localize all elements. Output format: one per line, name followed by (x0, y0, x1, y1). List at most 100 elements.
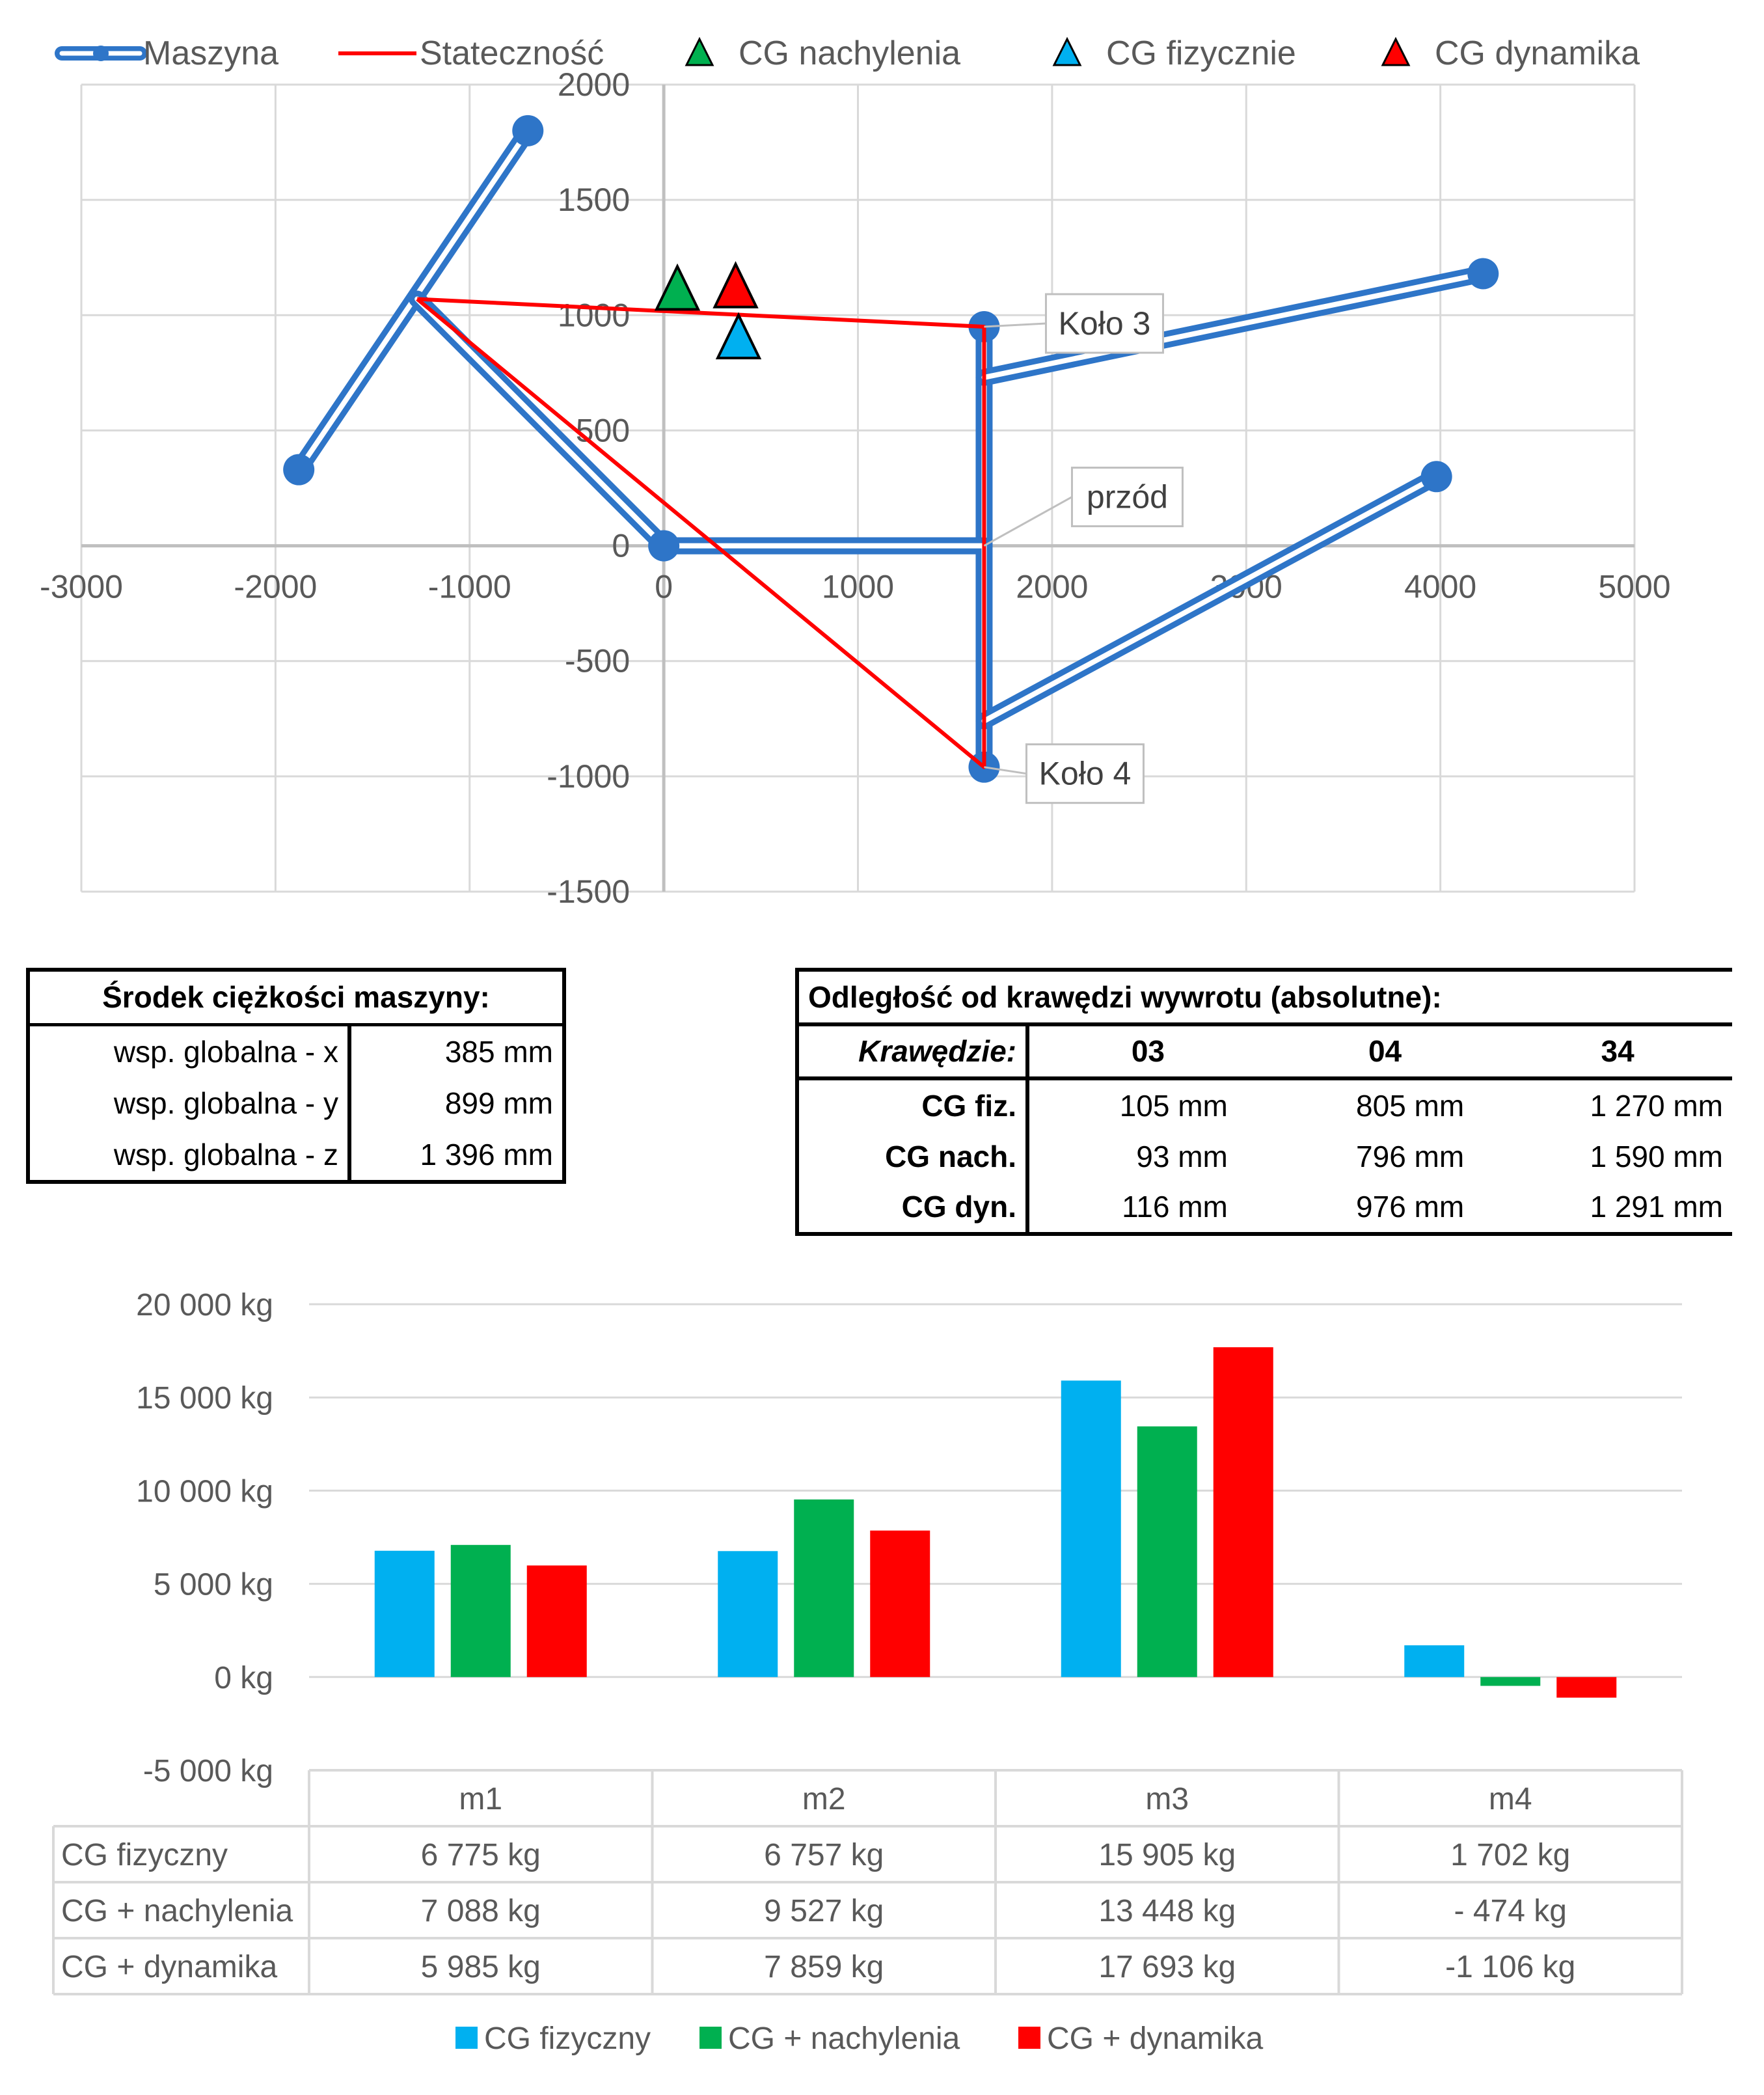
distance-cell: 1 590 mm (1590, 1139, 1723, 1173)
bar (1404, 1645, 1465, 1677)
legend-label: CG nachylenia (739, 34, 960, 72)
machine-point-marker (1467, 258, 1499, 290)
legend-label: CG fizycznie (1106, 34, 1296, 72)
distance-cell: 105 mm (1119, 1089, 1228, 1123)
y-tick-label: -1500 (547, 873, 630, 910)
bar-chart-data-table: m1 m2 m3 m4 CG fizyczny 6 775 kg 6 757 kg 15 90… (52, 1769, 1683, 1995)
bar (450, 1544, 511, 1677)
cg-row-value: 899 mm (444, 1086, 553, 1120)
y-tick-label: 10 000 kg (136, 1474, 273, 1509)
cg-row-label: wsp. globalna - z (30, 1129, 351, 1180)
cg-point-marker (654, 263, 701, 311)
machine-point-marker (648, 530, 680, 562)
machine-point-marker (283, 454, 315, 486)
data-label: 9 527 kg (764, 1894, 884, 1928)
legend-label: Stateczność (420, 34, 604, 72)
cg-point-marker (715, 312, 762, 360)
bar (1213, 1347, 1273, 1677)
y-tick-label: 20 000 kg (136, 1288, 273, 1322)
machine-frame-line (409, 290, 993, 555)
machine-frame-line-inner (981, 474, 1439, 724)
cg-table-title: Środek ciężkości maszyny: (102, 980, 490, 1015)
y-tick-label: -500 (565, 643, 630, 679)
cg-row-value: 385 mm (444, 1035, 553, 1069)
distance-table: Odległość od krawędzi wywrotu (absolutne… (795, 968, 1732, 1236)
y-tick-label: -1000 (547, 758, 630, 795)
data-label: -1 106 kg (1445, 1950, 1575, 1984)
y-tick-label: 500 (576, 412, 630, 448)
annotation-leader-line (984, 766, 1027, 775)
data-label: 5 985 kg (421, 1950, 541, 1984)
legend-label: CG fizyczny (484, 2021, 651, 2056)
series-row-label: CG + nachylenia (61, 1894, 293, 1928)
category-label: m4 (1489, 1782, 1532, 1816)
bar-chart-gridlines (309, 1303, 1682, 1772)
category-label: m3 (1145, 1782, 1189, 1816)
bar (526, 1565, 587, 1677)
stability-polygon-line (416, 297, 986, 769)
bar-chart-bars (374, 1347, 1617, 1698)
x-tick-label: -3000 (40, 569, 123, 605)
legend-cg-dyn-swatch (1381, 36, 1411, 66)
y-tick-label: 2000 (558, 66, 630, 103)
bar (1480, 1677, 1541, 1686)
x-tick-label: -2000 (234, 569, 317, 605)
category-label: m1 (459, 1782, 502, 1816)
y-tick-label: 0 (612, 528, 630, 564)
distance-cell: 796 mm (1356, 1139, 1465, 1173)
machine-point-marker (1420, 461, 1452, 493)
annotation-label: Koło 4 (1039, 756, 1132, 792)
series-row-label: CG fizyczny (61, 1838, 228, 1872)
distance-table-title: Odległość od krawędzi wywrotu (absolutne… (808, 979, 1442, 1014)
y-tick-label: 15 000 kg (136, 1381, 273, 1416)
bar (794, 1499, 854, 1677)
data-label: 15 905 kg (1098, 1838, 1236, 1872)
bar (1137, 1426, 1197, 1677)
annotation-box (1044, 293, 1164, 354)
annotation-label: przód (1087, 479, 1168, 515)
y-tick-label: -5 000 kg (143, 1754, 273, 1788)
annotation-box (1025, 743, 1145, 804)
legend-swatch (455, 2027, 478, 2049)
legend-label: CG dynamika (1435, 34, 1640, 72)
y-tick-label: 1000 (558, 297, 630, 333)
x-tick-label: 2000 (1016, 569, 1088, 605)
data-label: 1 702 kg (1450, 1838, 1570, 1872)
cg-table: Środek ciężkości maszyny: wsp. globalna … (26, 968, 566, 1184)
data-label: - 474 kg (1454, 1894, 1567, 1928)
y-tick-label: 1500 (558, 182, 630, 218)
bar-chart-y-tick-labels: 20 000 kg 15 000 kg 10 000 kg 5 000 kg 0 kg -… (136, 1288, 273, 1788)
geo-chart-series (283, 115, 1499, 783)
annotation-label: Koło 3 (1059, 305, 1151, 342)
bar-chart-legend: CG fizyczny CG + nachylenia CG + dynamika (455, 2021, 1263, 2056)
distance-row-label: CG fiz. (799, 1078, 1029, 1131)
machine-point-marker (512, 115, 544, 146)
data-label: 6 775 kg (421, 1838, 541, 1872)
data-label: 17 693 kg (1098, 1950, 1236, 1984)
x-tick-label: 1000 (822, 569, 894, 605)
edge-column-header: 03 (1131, 1034, 1165, 1069)
data-label: 7 859 kg (764, 1950, 884, 1984)
cg-row-value: 1 396 mm (420, 1137, 553, 1171)
distance-cell: 1 291 mm (1590, 1190, 1723, 1224)
annotation-leader-line (983, 496, 1073, 547)
axle-load-bar-chart: 20 000 kg 15 000 kg 10 000 kg 5 000 kg 0 kg -… (52, 1288, 1683, 2056)
bar (1061, 1380, 1121, 1677)
x-tick-label: 0 (655, 569, 673, 605)
data-label: 6 757 kg (764, 1838, 884, 1872)
cg-row-label: wsp. globalna - x (30, 1024, 351, 1078)
x-tick-label: 4000 (1404, 569, 1476, 605)
edges-header-label: Krawędzie: (799, 1024, 1029, 1079)
x-tick-label: -1000 (428, 569, 511, 605)
edge-column-header: 34 (1601, 1034, 1635, 1069)
legend-cg-fiz-swatch (1052, 36, 1082, 66)
legend-cg-nach-swatch (685, 36, 714, 66)
annotation-box (1070, 467, 1184, 528)
cg-point-marker (712, 261, 759, 308)
series-row-label: CG + dynamika (61, 1950, 277, 1984)
distance-cell: 1 270 mm (1590, 1089, 1723, 1123)
distance-cell: 93 mm (1136, 1139, 1228, 1173)
machine-frame-line-inner (981, 271, 1486, 380)
distance-cell: 805 mm (1356, 1089, 1465, 1123)
geo-chart-annotations: Koło 3 przód Koło 4 (983, 293, 1184, 804)
